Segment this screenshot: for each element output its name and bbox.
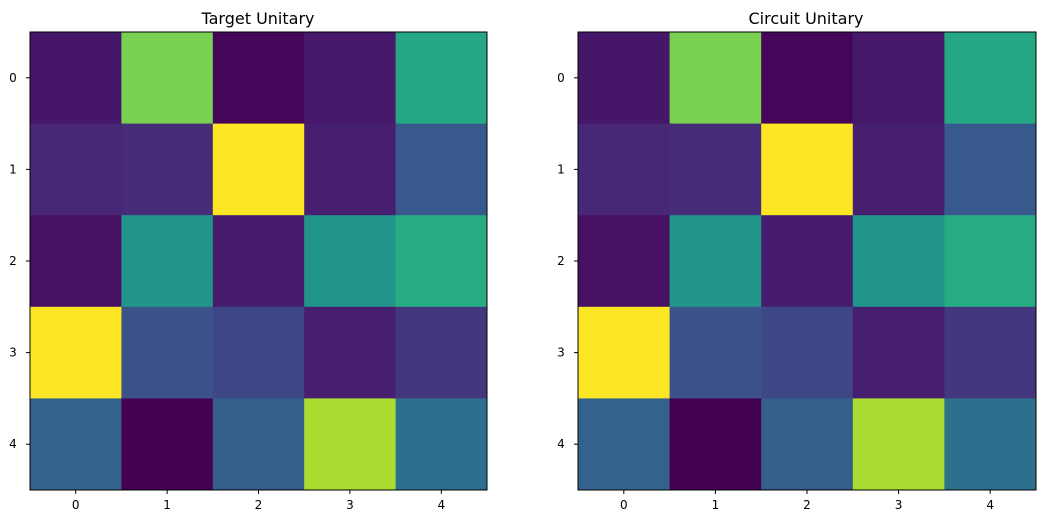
heatmap-cell xyxy=(30,32,122,125)
heatmap-cell xyxy=(852,32,945,125)
heatmap-cell xyxy=(304,123,397,216)
heatmap-cell xyxy=(121,215,214,308)
heatmap-cell xyxy=(578,32,671,125)
heatmap-cell xyxy=(761,123,854,216)
heatmap-cell xyxy=(852,306,945,399)
heatmap-cell xyxy=(944,215,1037,308)
heatmap-cell xyxy=(395,215,488,308)
heatmap-cell xyxy=(212,123,305,216)
heatmap-cell xyxy=(395,306,488,399)
heatmap-cell xyxy=(395,32,488,125)
heatmap-cell xyxy=(578,306,671,399)
heatmap-cell xyxy=(304,32,397,125)
x-tick-label: 4 xyxy=(986,498,994,512)
heatmap-panel-circuit: Circuit Unitary 0 1 2 3 4 0 1 2 3 4 xyxy=(557,9,1037,512)
heatmap-cell xyxy=(395,123,488,216)
heatmap-cell xyxy=(669,32,762,125)
heatmap-cell xyxy=(669,215,762,308)
heatmap-cell xyxy=(944,123,1037,216)
heatmap-cell xyxy=(30,398,122,491)
y-tick-label: 0 xyxy=(9,71,17,85)
heatmap-cell xyxy=(669,398,762,491)
heatmap-cell xyxy=(212,306,305,399)
x-tick-label: 2 xyxy=(803,498,811,512)
heatmap-cell xyxy=(30,123,122,216)
heatmap-cell xyxy=(212,398,305,491)
heatmap-panel-target: Target Unitary 0 1 2 3 4 0 1 2 3 4 xyxy=(9,9,488,512)
panel-title: Target Unitary xyxy=(200,9,314,28)
heatmap-cell xyxy=(944,306,1037,399)
heatmap-cell xyxy=(669,123,762,216)
y-tick-label: 1 xyxy=(9,162,17,176)
y-tick-label: 3 xyxy=(557,346,565,360)
heatmap-cell xyxy=(121,32,214,125)
heatmap-cell xyxy=(578,398,671,491)
y-tick-label: 2 xyxy=(557,254,565,268)
x-tick-label: 2 xyxy=(255,498,263,512)
heatmap-cell xyxy=(304,215,397,308)
heatmap-cell xyxy=(212,32,305,125)
heatmap-cell xyxy=(121,398,214,491)
heatmap-cell xyxy=(30,215,122,308)
heatmap-cell xyxy=(121,123,214,216)
heatmap-cell xyxy=(212,215,305,308)
heatmap-cell xyxy=(852,215,945,308)
x-tick-label: 0 xyxy=(620,498,628,512)
y-tick-label: 2 xyxy=(9,254,17,268)
x-tick-label: 1 xyxy=(712,498,720,512)
x-tick-label: 0 xyxy=(72,498,80,512)
heatmap-cell xyxy=(121,306,214,399)
heatmap-cell xyxy=(944,398,1037,491)
heatmap-cell xyxy=(304,398,397,491)
heatmap-cell xyxy=(578,123,671,216)
heatmap-cell xyxy=(852,123,945,216)
heatmap-cell xyxy=(669,306,762,399)
x-tick-label: 3 xyxy=(895,498,903,512)
heatmap-cell xyxy=(30,306,122,399)
heatmap-cell xyxy=(761,215,854,308)
heatmap-cell xyxy=(944,32,1037,125)
x-tick-label: 3 xyxy=(346,498,354,512)
heatmap-cell xyxy=(852,398,945,491)
heatmap-cell xyxy=(395,398,488,491)
heatmap-cell xyxy=(578,215,671,308)
panel-title: Circuit Unitary xyxy=(748,9,863,28)
y-tick-label: 0 xyxy=(557,71,565,85)
y-tick-label: 1 xyxy=(557,162,565,176)
x-tick-label: 4 xyxy=(437,498,445,512)
x-tick-label: 1 xyxy=(163,498,171,512)
y-tick-label: 4 xyxy=(9,437,17,451)
heatmap-cell xyxy=(761,32,854,125)
y-tick-label: 3 xyxy=(9,346,17,360)
heatmap-cell xyxy=(304,306,397,399)
heatmap-cell xyxy=(761,306,854,399)
heatmap-cell xyxy=(761,398,854,491)
y-tick-label: 4 xyxy=(557,437,565,451)
